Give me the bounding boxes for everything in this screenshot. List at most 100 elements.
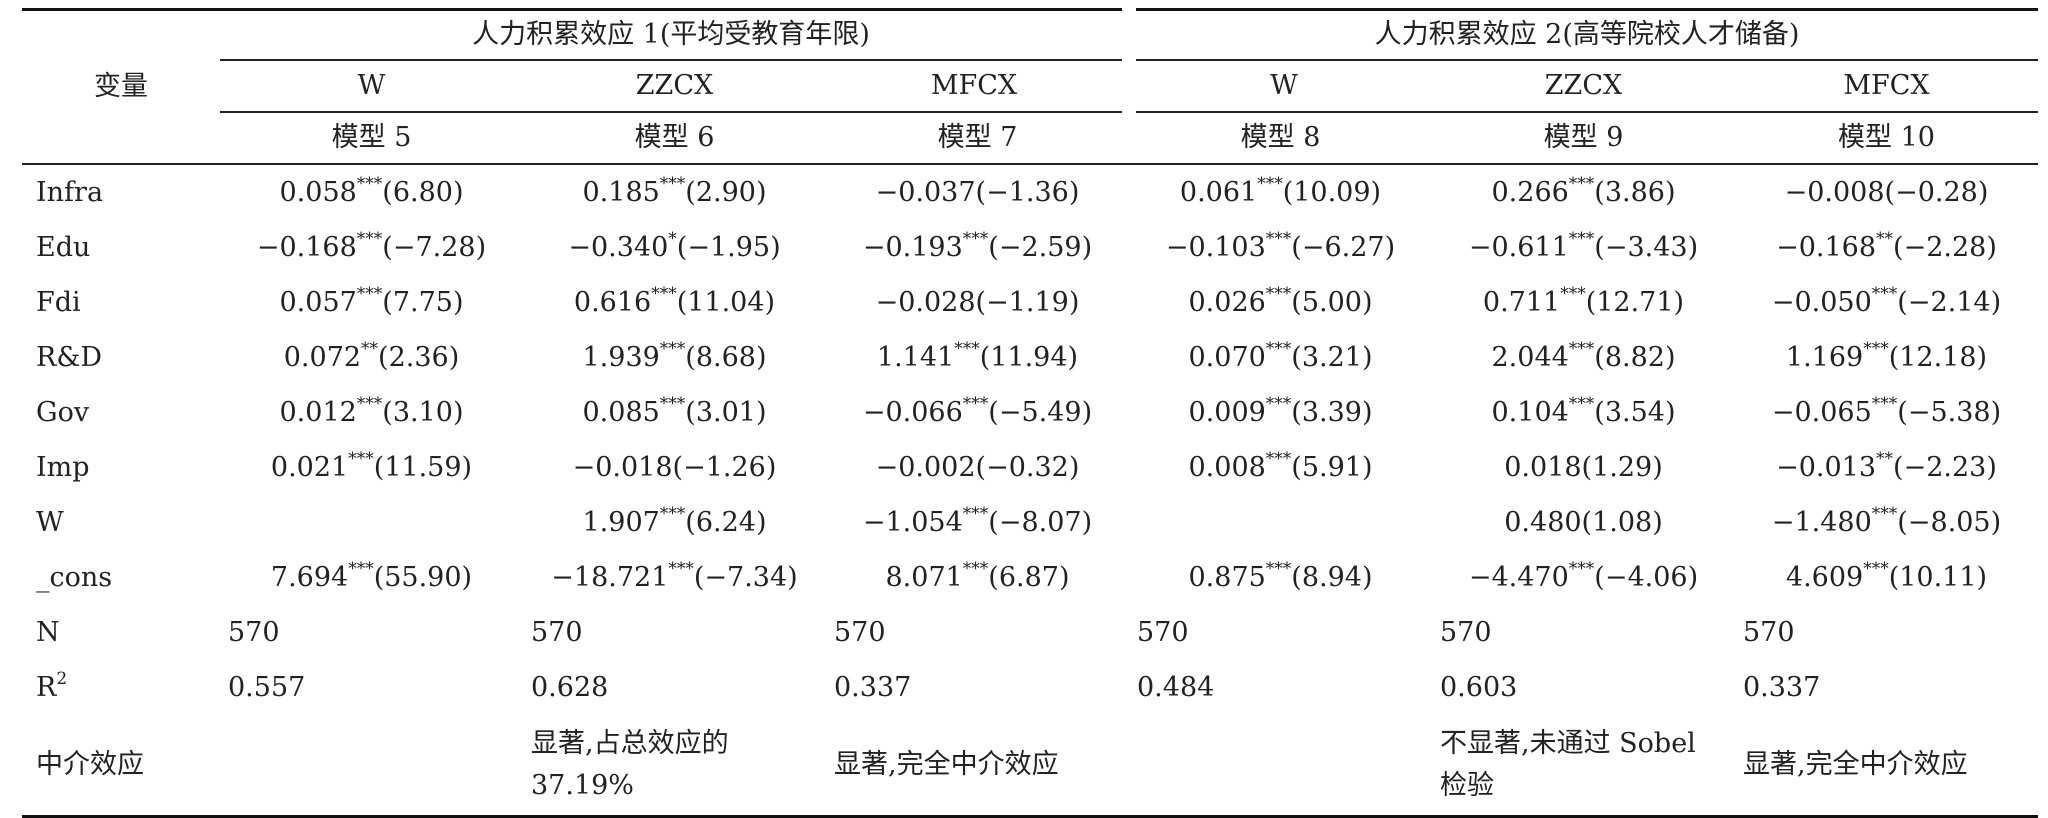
r2-value: 0.337: [1743, 671, 1821, 703]
row-label: Infra: [36, 176, 104, 208]
dep-var-header: ZZCX: [523, 60, 826, 113]
coef-cell: 1.141***(11.94): [826, 330, 1129, 385]
coef-value: 0.711: [1482, 286, 1561, 318]
mediation-row: 中介效应 显著,占总效应的 37.19% 显著,完全中介效应 不显著,未通过 S…: [22, 715, 2038, 818]
t-statistic: (−1.95): [676, 231, 781, 263]
significance-stars: *: [668, 228, 677, 249]
group-header-human-capital-1: 人力积累效应 1(平均受教育年限): [220, 8, 1129, 61]
significance-stars: ***: [651, 283, 677, 304]
coef-cell: −1.054***(−8.07): [826, 495, 1129, 550]
coef-row: Imp 0.021***(11.59) −0.018(−1.26) −0.002(−0…: [22, 440, 2038, 495]
significance-stars: ***: [1265, 338, 1292, 359]
significance-stars: ***: [659, 503, 686, 524]
n-value: 570: [834, 616, 886, 648]
coef-value: 0.058: [279, 176, 357, 208]
coef-value: −0.103: [1165, 231, 1266, 263]
coef-cell: −0.611***(−3.43): [1432, 220, 1735, 275]
n-value: 570: [1743, 616, 1795, 648]
significance-stars: ***: [1568, 173, 1595, 194]
coef-cell: [1129, 495, 1432, 550]
r2-value: 0.337: [834, 671, 912, 703]
significance-stars: ***: [1560, 283, 1586, 304]
row-label: Fdi: [36, 286, 81, 318]
coef-cell: 0.711***(12.71): [1432, 275, 1735, 330]
dep-var-header: ZZCX: [1432, 60, 1735, 113]
coef-value: 2.044: [1491, 341, 1569, 373]
significance-stars: ***: [962, 393, 989, 414]
significance-stars: ***: [1257, 173, 1283, 194]
coef-value: 7.694: [270, 561, 349, 593]
coef-value: 0.480: [1504, 506, 1582, 538]
t-statistic: (7.75): [382, 286, 464, 318]
coef-row: Gov 0.012***(3.10) 0.085***(3.01) −0.066***…: [22, 385, 2038, 440]
coef-cell: −0.193***(−2.59): [826, 220, 1129, 275]
coef-cell: 0.185***(2.90): [523, 164, 826, 220]
dep-var-header: MFCX: [826, 60, 1129, 113]
coef-value: 0.266: [1491, 176, 1569, 208]
coef-value: 0.009: [1188, 396, 1266, 428]
r2-value: 0.557: [228, 671, 306, 703]
coef-value: −1.480: [1771, 506, 1872, 538]
t-statistic: (8.94): [1291, 561, 1373, 593]
coef-cell: −0.066***(−5.49): [826, 385, 1129, 440]
t-statistic: (3.54): [1594, 396, 1676, 428]
mediation-value: 不显著,未通过 Sobel 检验: [1432, 715, 1735, 818]
n-row: N 570 570 570 570 570 570: [22, 605, 2038, 660]
coef-cell: −0.065***(−5.38): [1735, 385, 2038, 440]
coef-value: −0.050: [1771, 286, 1872, 318]
coef-value: 0.616: [573, 286, 652, 318]
coef-value: 0.185: [582, 176, 660, 208]
variable-header: 变量: [22, 8, 220, 165]
t-statistic: (5.91): [1291, 451, 1373, 483]
mediation-value: 显著,完全中介效应: [826, 715, 1129, 818]
significance-stars: ***: [1568, 228, 1595, 249]
coef-cell: 0.057***(7.75): [220, 275, 523, 330]
coef-value: −0.340: [568, 231, 669, 263]
significance-stars: ***: [1265, 448, 1292, 469]
t-statistic: (−5.38): [1897, 396, 2002, 428]
coef-row: Fdi 0.057***(7.75) 0.616***(11.04) −0.028(−…: [22, 275, 2038, 330]
coef-value: 0.070: [1188, 341, 1266, 373]
dep-var-header: W: [220, 60, 523, 113]
coef-value: −0.018: [572, 451, 673, 483]
model-header: 模型 7: [826, 112, 1129, 165]
significance-stars: ***: [1265, 283, 1292, 304]
significance-stars: ***: [659, 338, 686, 359]
significance-stars: ***: [1265, 393, 1292, 414]
coef-cell: 0.072**(2.36): [220, 330, 523, 385]
coef-cell: 0.266***(3.86): [1432, 164, 1735, 220]
coef-value: −18.721: [551, 561, 669, 593]
coef-cell: −0.037(−1.36): [826, 164, 1129, 220]
coef-cell: −0.050***(−2.14): [1735, 275, 2038, 330]
coef-cell: 7.694***(55.90): [220, 550, 523, 605]
coef-cell: 1.939***(8.68): [523, 330, 826, 385]
t-statistic: (−6.27): [1291, 231, 1396, 263]
t-statistic: (2.90): [685, 176, 767, 208]
significance-stars: **: [361, 338, 379, 359]
group-header-human-capital-2: 人力积累效应 2(高等院校人才储备): [1122, 8, 2038, 61]
significance-stars: ***: [1863, 558, 1889, 579]
coef-row: R&D 0.072**(2.36) 1.939***(8.68) 1.141***(1…: [22, 330, 2038, 385]
t-statistic: (6.80): [382, 176, 464, 208]
significance-stars: ***: [1568, 393, 1595, 414]
mediation-value: [1129, 715, 1432, 818]
coef-value: 0.875: [1188, 561, 1266, 593]
coef-value: 0.057: [279, 286, 357, 318]
n-value: 570: [531, 616, 583, 648]
coef-value: 0.072: [283, 341, 362, 373]
coef-row: Infra 0.058***(6.80) 0.185***(2.90) −0.037(…: [22, 164, 2038, 220]
row-label: R2: [36, 668, 68, 703]
coef-value: −0.013: [1776, 451, 1877, 483]
coef-row: _cons 7.694***(55.90) −18.721***(−7.34) 8.0…: [22, 550, 2038, 605]
row-label: Edu: [36, 231, 91, 263]
significance-stars: ***: [1265, 558, 1292, 579]
r2-row: R2 0.557 0.628 0.337 0.484 0.603 0.337: [22, 660, 2038, 715]
t-statistic: (−2.28): [1893, 231, 1997, 263]
significance-stars: ***: [1568, 558, 1595, 579]
t-statistic: (10.11): [1888, 561, 1988, 593]
significance-stars: ***: [348, 448, 374, 469]
model-header: 模型 6: [523, 112, 826, 165]
significance-stars: ***: [1871, 503, 1898, 524]
significance-stars: ***: [962, 503, 989, 524]
dep-var-header: MFCX: [1735, 60, 2038, 113]
